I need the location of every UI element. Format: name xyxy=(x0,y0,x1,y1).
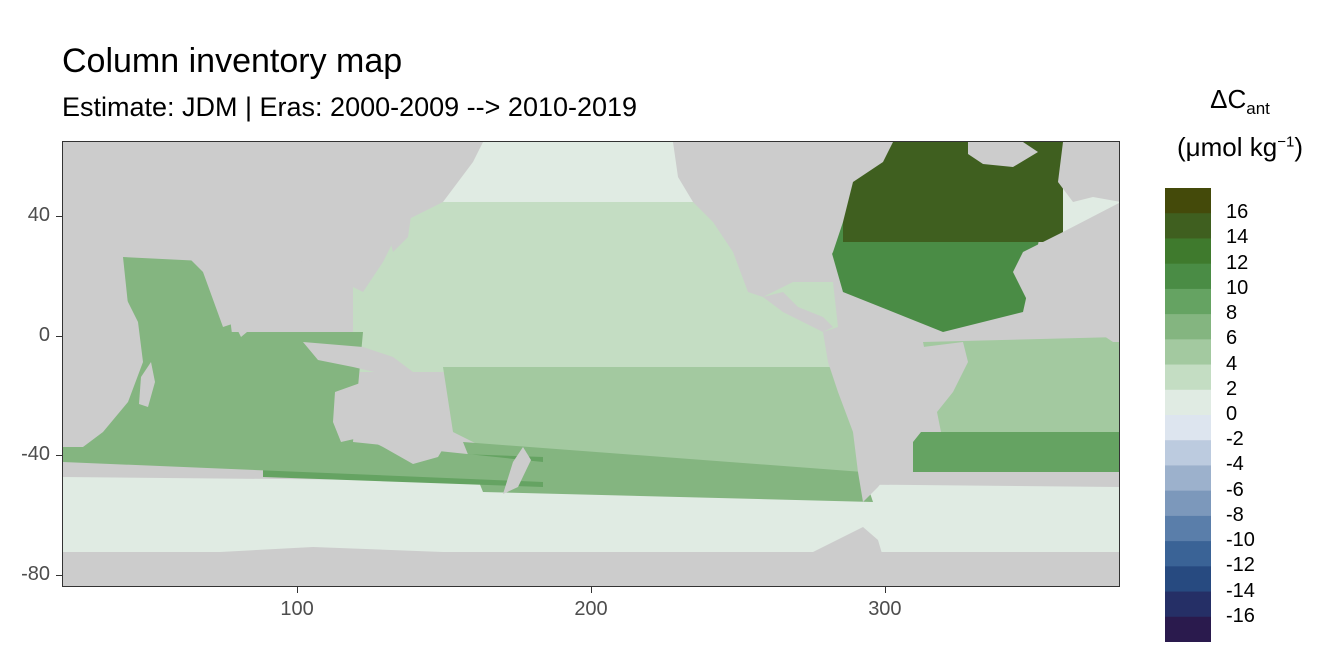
legend-label: 16 xyxy=(1226,201,1249,224)
legend-label: 2 xyxy=(1226,377,1238,400)
map-canvas xyxy=(63,142,1119,586)
legend-label: 4 xyxy=(1226,352,1238,375)
zone-south-pacific-subtropical xyxy=(443,367,858,472)
legend-title-sub: ant xyxy=(1246,99,1270,119)
legend-bin xyxy=(1165,238,1211,265)
legend-bin xyxy=(1165,288,1211,315)
zone-indian-ocean xyxy=(63,332,543,482)
legend-unit: (μmol kg−1) xyxy=(1160,132,1320,163)
legend-colorbar xyxy=(1165,188,1211,642)
legend-title: ΔCant xyxy=(1160,84,1320,119)
land-masses xyxy=(63,142,1119,586)
zone-arabian-sea xyxy=(123,257,233,352)
legend-bin xyxy=(1165,566,1211,593)
y-tick-mark xyxy=(56,215,62,217)
zone-south-pacific-mid-lat xyxy=(463,442,873,502)
x-tick-mark xyxy=(884,587,886,593)
map-panel xyxy=(62,141,1120,587)
x-tick-label: 100 xyxy=(280,598,314,620)
land-southeast-asia xyxy=(298,292,348,332)
legend-bin xyxy=(1165,364,1211,391)
land-north-america xyxy=(673,142,893,297)
zone-equatorial-pacific xyxy=(353,282,843,372)
land-europe xyxy=(1058,142,1119,202)
land-africa xyxy=(63,242,143,447)
legend-label: 8 xyxy=(1226,302,1238,325)
legend-unit-open: (μmol kg xyxy=(1177,132,1278,162)
land-india xyxy=(213,262,263,337)
zone-south-atlantic-frontal xyxy=(913,432,1119,472)
y-tick-mark xyxy=(56,575,62,577)
y-tick-mark xyxy=(56,455,62,457)
land-central-america xyxy=(763,292,833,332)
legend-unit-close: ) xyxy=(1294,132,1303,162)
zone-north-pacific-subtropical xyxy=(363,202,823,292)
legend-label: -6 xyxy=(1226,478,1244,501)
land-eurasia-north xyxy=(63,142,483,327)
x-tick-mark xyxy=(591,587,592,593)
legend-label: 14 xyxy=(1226,226,1249,249)
y-tick-label: -80 xyxy=(21,563,50,586)
y-tick-label: 40 xyxy=(27,203,50,226)
land-africa-east xyxy=(1013,203,1119,342)
land-greenland xyxy=(968,142,1038,167)
y-tick-label: -40 xyxy=(21,443,50,466)
legend-label: -10 xyxy=(1226,529,1255,552)
legend-label: -2 xyxy=(1226,428,1244,451)
legend-bin xyxy=(1165,213,1211,239)
x-tick-label: 300 xyxy=(868,598,902,620)
land-new-zealand xyxy=(503,447,531,494)
legend-title-main: ΔC xyxy=(1210,84,1247,114)
legend-label: 10 xyxy=(1226,276,1249,299)
land-australia xyxy=(333,374,453,464)
land-indonesia xyxy=(303,342,413,374)
legend-label: 12 xyxy=(1226,251,1249,274)
zone-south-atlantic xyxy=(923,337,1119,442)
y-tick-mark xyxy=(56,335,62,337)
legend-label: -8 xyxy=(1226,503,1244,526)
legend-bin xyxy=(1165,591,1211,618)
land-madagascar xyxy=(139,362,155,407)
land-south-america xyxy=(823,322,968,502)
legend-bin xyxy=(1165,490,1211,517)
land-japan xyxy=(388,197,413,252)
zone-north-atlantic-subpolar xyxy=(843,142,1063,242)
legend-bin xyxy=(1165,263,1211,290)
x-tick-mark xyxy=(297,587,299,593)
x-tick-label: 200 xyxy=(574,598,608,620)
chart-subtitle: Estimate: JDM | Eras: 2000-2009 --> 2010… xyxy=(62,92,638,122)
legend-bin xyxy=(1165,465,1211,492)
legend-label: -4 xyxy=(1226,453,1244,476)
legend-bin xyxy=(1165,616,1211,642)
y-tick-label: 0 xyxy=(38,323,50,346)
legend-bin xyxy=(1165,515,1211,542)
legend-label: -16 xyxy=(1226,604,1255,627)
land-antarctica xyxy=(63,527,1119,586)
legend-label: 0 xyxy=(1226,403,1238,425)
legend-bin xyxy=(1165,188,1211,214)
legend-bin xyxy=(1165,415,1211,441)
legend-unit-sup: −1 xyxy=(1277,133,1295,151)
legend-bin xyxy=(1165,314,1211,340)
zone-north-atlantic-subtropical xyxy=(823,222,1043,332)
legend-bin xyxy=(1165,440,1211,466)
legend-label: 6 xyxy=(1226,327,1238,350)
legend-bin xyxy=(1165,339,1211,366)
legend-label: -14 xyxy=(1226,579,1255,602)
legend-bin xyxy=(1165,389,1211,416)
legend-label: -12 xyxy=(1226,554,1255,577)
chart-title: Column inventory map xyxy=(62,42,403,80)
legend-bin xyxy=(1165,541,1211,567)
